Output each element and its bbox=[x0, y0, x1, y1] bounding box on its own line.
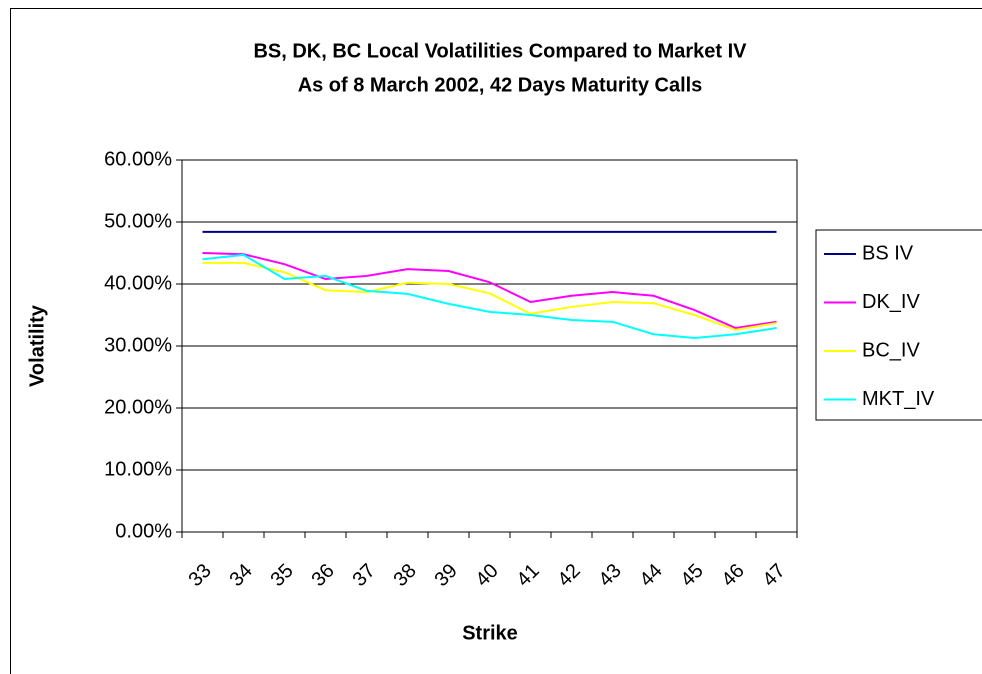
y-tick-label: 50.00% bbox=[104, 210, 172, 232]
legend-label: MKT_IV bbox=[862, 388, 935, 410]
legend-label: BC_IV bbox=[862, 339, 920, 361]
y-tick-label: 10.00% bbox=[104, 458, 172, 480]
legend-label: DK_IV bbox=[862, 291, 920, 313]
y-tick-label: 60.00% bbox=[104, 148, 172, 170]
chart-title: BS, DK, BC Local Volatilities Compared t… bbox=[253, 40, 747, 62]
chart-subtitle: As of 8 March 2002, 42 Days Maturity Cal… bbox=[298, 74, 703, 96]
y-tick-label: 40.00% bbox=[104, 272, 172, 294]
y-tick-label: 30.00% bbox=[104, 334, 172, 356]
series-line bbox=[202, 253, 777, 339]
y-tick-label: 0.00% bbox=[115, 520, 172, 542]
legend-box bbox=[815, 229, 982, 421]
y-axis-title: Volatility bbox=[26, 304, 48, 387]
series-line bbox=[202, 252, 777, 330]
x-axis-title: Strike bbox=[462, 622, 518, 644]
y-tick-label: 20.00% bbox=[104, 396, 172, 418]
legend-label: BS IV bbox=[862, 242, 914, 264]
